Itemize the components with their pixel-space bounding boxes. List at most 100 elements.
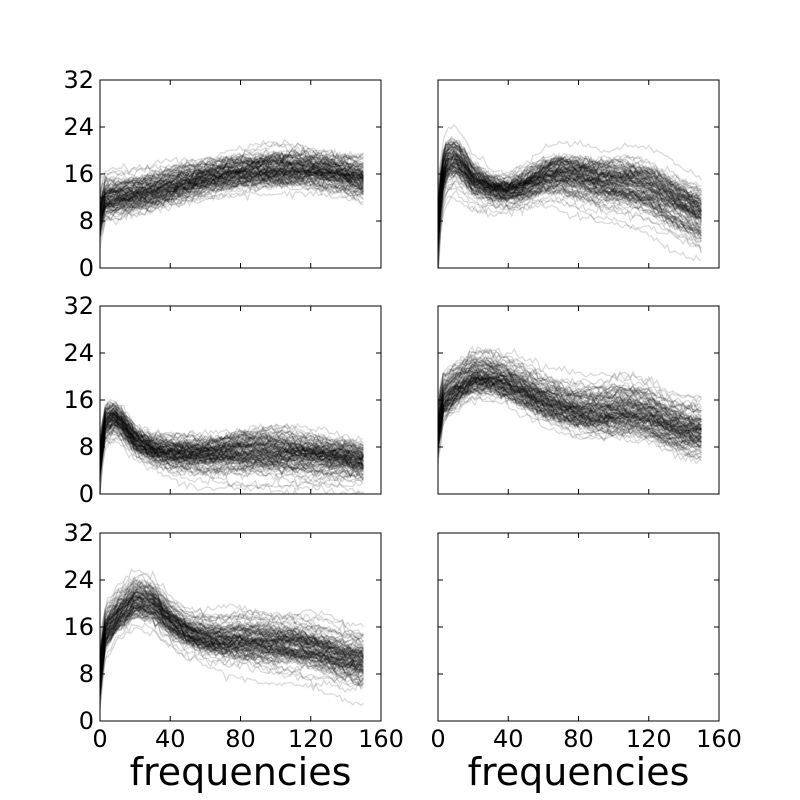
series-curve [438,170,702,245]
series-curve [100,609,364,678]
series-curve [100,616,364,693]
series-curve [100,421,364,477]
series-curve [438,152,702,218]
series-curve [438,362,702,421]
series-curve [100,593,364,672]
series-curve [438,375,702,432]
series-curve [438,169,702,236]
series-curve [438,154,702,232]
series-curve [100,611,364,692]
x-tick-label: 40 [493,725,524,753]
series-curve [438,151,702,228]
series-curve [100,411,364,460]
series-curve [100,600,364,695]
series-curve [100,606,364,686]
series-curve [100,164,364,220]
series-curve [438,362,702,421]
series-curve [100,175,364,228]
series-curve [438,163,702,239]
series-curve [100,587,364,683]
series-curve [100,413,364,473]
series-curve [100,176,364,235]
series-curve [100,414,364,468]
series-curve [100,161,364,207]
series-curve [438,359,702,425]
series-curve [100,172,364,220]
series-curve [100,166,364,217]
series-curve [438,376,703,439]
series-curve [100,411,364,459]
series-curve [100,161,364,227]
series-curve [100,149,364,186]
series-curve [438,376,702,444]
series-curve [438,381,702,446]
series-curve [438,196,702,268]
series-curve [438,162,702,225]
x-tick-label: 80 [225,725,256,753]
series-curve [438,139,702,199]
series-curve [438,368,702,443]
series-curve [438,388,702,458]
series-curve [100,604,364,671]
series-curve [100,418,364,468]
series-curve [438,143,702,200]
series-curve [100,412,364,461]
series-curve [438,154,702,216]
series-curve [100,591,364,682]
series-curve [438,360,702,421]
series-curve [438,163,702,227]
series-curve [438,149,702,220]
series-curve [100,141,364,194]
series-curve [100,604,364,679]
series-curve [100,150,364,193]
series-curve [100,139,364,194]
panel-row1-col2 [437,79,720,269]
series-curve [438,162,702,232]
series-curve [438,164,702,239]
series-curve [438,175,702,264]
series-curve [438,369,702,427]
series-curve [100,413,364,462]
series-curve [100,413,364,470]
series-curve [100,417,364,471]
series-curve [100,166,364,216]
series-curve [100,156,365,222]
series-curve [438,386,702,451]
series-curve [100,574,364,653]
series-curve [438,386,702,456]
series-curve [438,144,702,217]
series-curve [100,569,364,640]
series-curve [438,157,702,223]
series-curve [100,174,364,235]
series-curve [438,139,702,200]
series-curve [438,165,703,239]
series-curve [438,377,702,435]
series-curve [438,377,702,438]
series-curve [100,600,364,683]
series-curve [100,403,364,446]
series-curve [100,413,364,472]
series-curve [100,599,364,698]
series-curve [100,165,364,213]
series-curve [438,150,702,226]
series-curve [438,144,702,217]
series-curve [100,429,364,473]
series-curve [100,585,364,653]
series-curve [100,173,364,233]
series-curve [100,168,364,231]
series-curve [100,608,364,687]
series-curve [100,579,364,652]
series-curve [438,385,702,464]
series-curve [100,411,364,471]
series-curve [438,375,702,444]
series-curve [100,165,364,227]
series-curve [438,374,702,440]
y-tick-label: 32 [63,519,94,547]
series-curve [100,584,364,671]
series-curve [438,376,702,444]
series-curve [438,349,702,418]
series-curve [100,437,364,494]
series-curve [100,421,364,484]
series-curve [100,417,364,472]
series-curve [438,389,702,443]
